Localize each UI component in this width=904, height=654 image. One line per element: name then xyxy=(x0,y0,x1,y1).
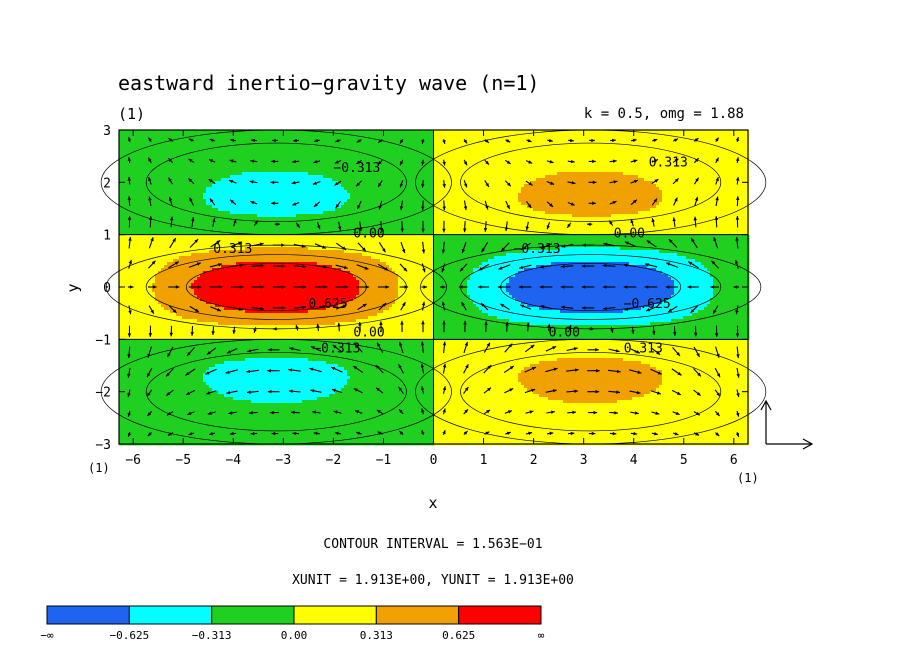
colorbar-swatch xyxy=(459,606,541,624)
y-tick-label: −1 xyxy=(95,333,111,348)
x-tick-label: −2 xyxy=(326,453,342,468)
contour-label: 0.625 xyxy=(308,297,347,312)
x-tick-label: −6 xyxy=(125,453,141,468)
colorbar-label: 0.313 xyxy=(360,629,393,642)
x-tick-label: 3 xyxy=(580,453,588,468)
y-axis-label: y xyxy=(64,283,82,292)
x-tick-label: 4 xyxy=(630,453,638,468)
colorbar-swatch xyxy=(212,606,294,624)
x-tick-label: 0 xyxy=(430,453,438,468)
x-tick-label: 6 xyxy=(730,453,738,468)
chart-title: eastward inertio−gravity wave (n=1) xyxy=(118,71,539,95)
contour-label: 0.313 xyxy=(649,156,688,171)
y-tick-label: 2 xyxy=(103,176,111,191)
x-tick-label: 1 xyxy=(480,453,488,468)
panel-label: (1) xyxy=(118,105,145,123)
x-tick-label: −4 xyxy=(225,453,241,468)
y-unit-label: (1) xyxy=(88,461,110,475)
colorbar-swatch xyxy=(129,606,211,624)
contour-label: −0.313 xyxy=(333,161,380,176)
contour-label: −0.313 xyxy=(514,242,561,257)
x-tick-label: 5 xyxy=(680,453,688,468)
x-axis-label: x xyxy=(428,494,437,512)
colorbar-label: −0.313 xyxy=(192,629,232,642)
unit-vector-icon xyxy=(761,401,812,449)
colorbar-label: 0.625 xyxy=(442,629,475,642)
contour-fill xyxy=(119,130,749,445)
colorbar-label: −∞ xyxy=(40,629,54,642)
y-tick-label: −2 xyxy=(95,386,111,401)
y-tick-label: 3 xyxy=(103,124,111,139)
x-tick-label: −1 xyxy=(376,453,392,468)
contour-label: 0.313 xyxy=(213,242,252,257)
colorbar-label: −0.625 xyxy=(109,629,149,642)
colorbar-label: ∞ xyxy=(538,629,545,642)
colorbar: −∞ −0.625 −0.313 0.00 0.313 0.625 ∞ xyxy=(40,606,544,642)
contour-label: 0.313 xyxy=(624,341,663,356)
unit-vector-text: XUNIT = 1.913E+00, YUNIT = 1.913E+00 xyxy=(292,573,574,588)
contour-chart: −6 −5 −4 −3 −2 −1 0 1 2 3 4 5 6−3−2−10123 −0.3130.00… xyxy=(0,0,904,654)
contour-label: 0.00 xyxy=(353,226,384,241)
x-tick-label: −3 xyxy=(276,453,292,468)
x-tick-label: 2 xyxy=(530,453,538,468)
contour-label: 0.00 xyxy=(353,326,384,341)
y-tick-label: 1 xyxy=(103,229,111,244)
parameters-label: k = 0.5, omg = 1.88 xyxy=(584,106,744,122)
colorbar-swatch xyxy=(376,606,458,624)
y-tick-label: 0 xyxy=(103,281,111,296)
colorbar-swatch xyxy=(294,606,376,624)
x-unit-label: (1) xyxy=(737,471,759,485)
colorbar-label: 0.00 xyxy=(281,629,308,642)
contour-interval-text: CONTOUR INTERVAL = 1.563E−01 xyxy=(323,537,542,552)
contour-label: −0.625 xyxy=(624,297,671,312)
contour-label: 0.00 xyxy=(614,226,645,241)
y-tick-label: −3 xyxy=(95,438,111,453)
contour-label: 0.00 xyxy=(549,326,580,341)
x-tick-label: −5 xyxy=(175,453,191,468)
colorbar-swatch xyxy=(47,606,129,624)
contour-label: −0.313 xyxy=(313,341,360,356)
